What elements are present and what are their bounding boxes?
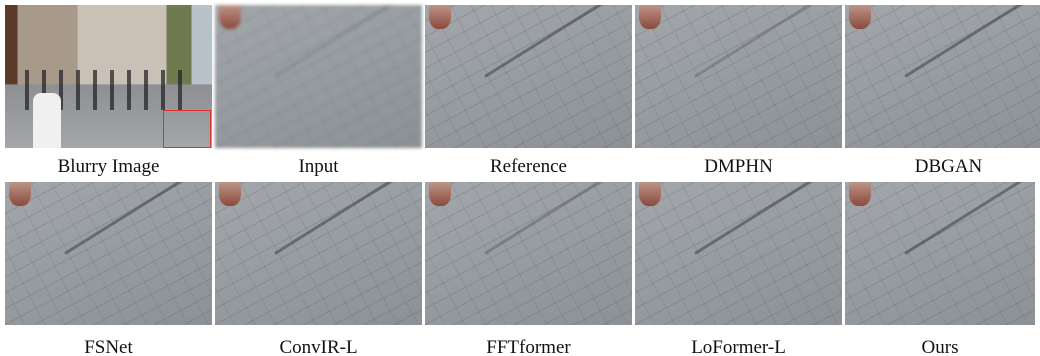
panel: Ours	[845, 182, 1035, 356]
image	[425, 5, 632, 148]
image	[5, 5, 212, 148]
caption: DMPHN	[635, 156, 842, 178]
image	[215, 182, 422, 325]
panel: FFTformer	[425, 182, 632, 356]
figure: Blurry Image Input Reference DMPHN DBGAN…	[0, 0, 1040, 356]
caption: FFTformer	[425, 337, 632, 356]
panel: LoFormer-L	[635, 182, 842, 356]
caption: FSNet	[5, 337, 212, 356]
image	[635, 5, 842, 148]
panel: Input	[215, 5, 422, 178]
image	[635, 182, 842, 325]
panel: DBGAN	[845, 5, 1040, 178]
caption: DBGAN	[845, 156, 1040, 178]
panel: Reference	[425, 5, 632, 178]
image	[215, 5, 422, 148]
image	[845, 5, 1040, 148]
image	[845, 182, 1035, 325]
panel: Blurry Image	[5, 5, 212, 178]
panel: ConvIR-L	[215, 182, 422, 356]
image	[5, 182, 212, 325]
caption: ConvIR-L	[215, 337, 422, 356]
caption: Input	[215, 156, 422, 178]
caption: Ours	[845, 337, 1035, 356]
caption: Reference	[425, 156, 632, 178]
caption: Blurry Image	[5, 156, 212, 178]
image	[425, 182, 632, 325]
panel: DMPHN	[635, 5, 842, 178]
caption: LoFormer-L	[635, 337, 842, 356]
panel: FSNet	[5, 182, 212, 356]
